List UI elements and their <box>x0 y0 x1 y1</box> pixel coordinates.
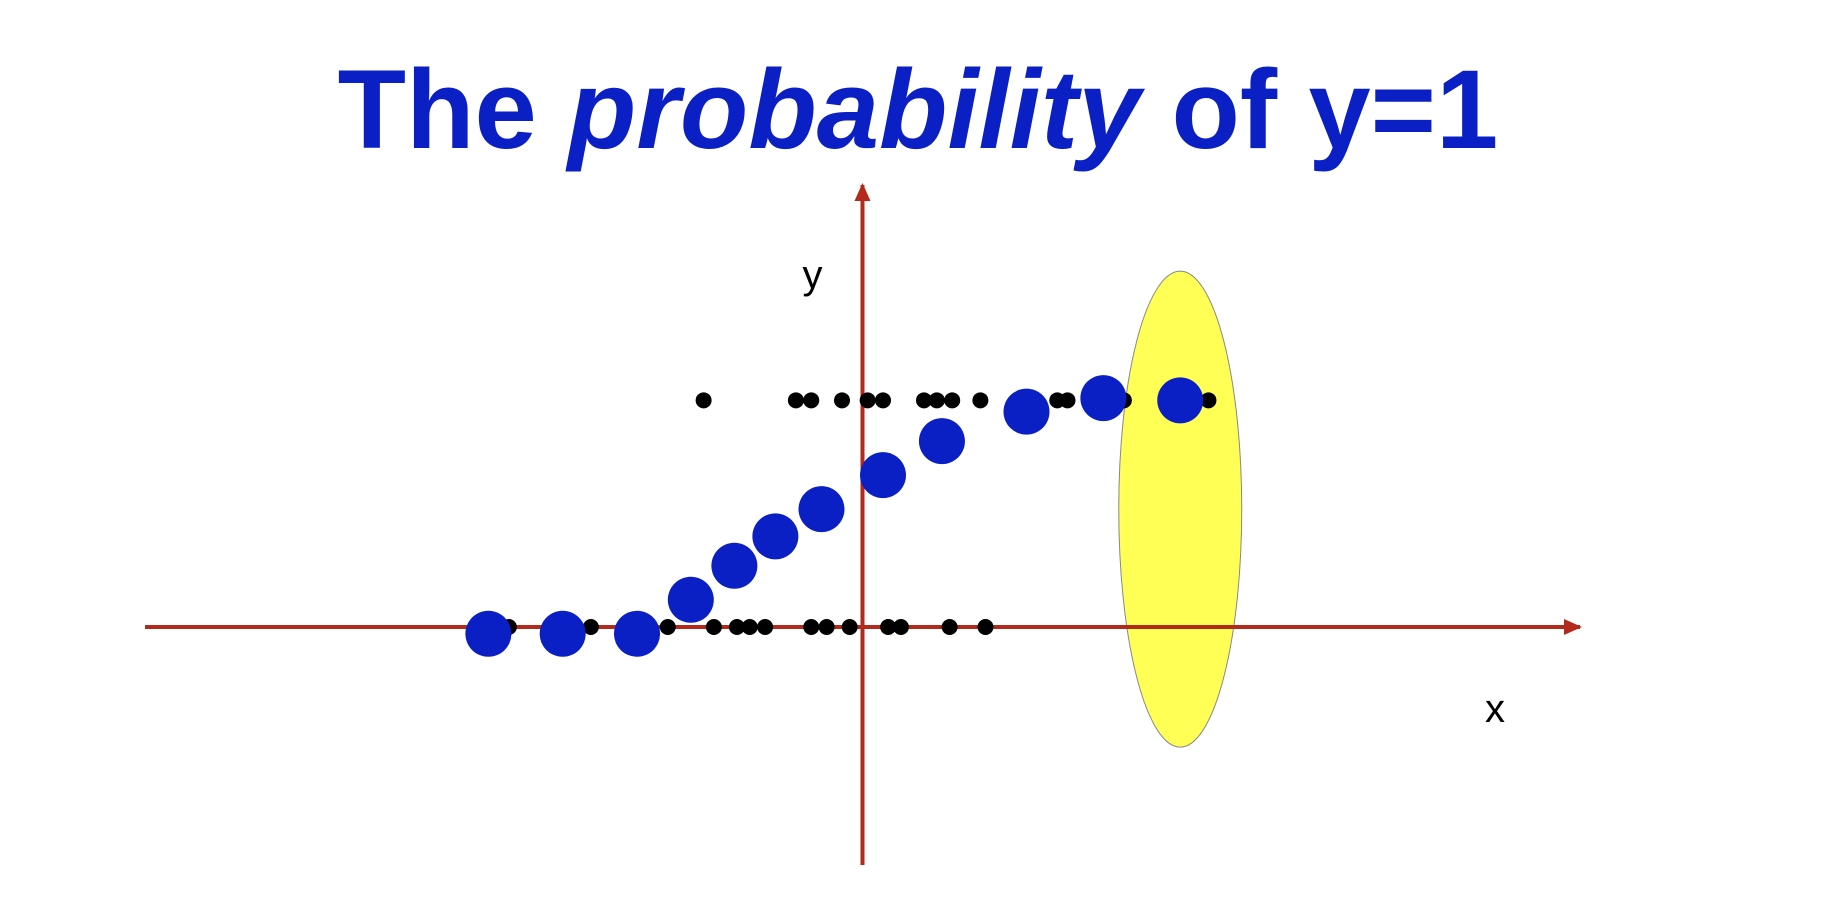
probability-point <box>667 576 714 623</box>
chart-title-before: The <box>338 47 568 172</box>
observation-series <box>500 392 1217 635</box>
observation-point <box>695 392 712 409</box>
observation-point <box>757 619 774 635</box>
observation-point <box>659 619 676 635</box>
observation-point <box>834 392 850 409</box>
x-axis-arrow <box>1564 619 1582 635</box>
observation-point <box>787 392 804 409</box>
probability-point <box>918 418 965 465</box>
observation-point <box>972 392 989 409</box>
observation-point <box>728 619 745 635</box>
observation-point <box>705 619 722 635</box>
probability-point <box>860 452 906 499</box>
probability-series <box>465 375 1204 657</box>
chart-title-after: of y=1 <box>1140 47 1498 172</box>
observation-point <box>941 619 958 635</box>
observation-point <box>928 392 945 409</box>
probability-point <box>1080 375 1127 422</box>
observation-point <box>1059 392 1076 409</box>
observation-point <box>582 619 599 635</box>
probability-point <box>752 513 799 560</box>
y-axis-arrow <box>854 183 871 201</box>
y-axis-label: y <box>803 253 823 297</box>
observation-point <box>944 392 961 409</box>
observation-point <box>859 392 876 409</box>
probability-point <box>1157 377 1204 424</box>
observation-point <box>841 619 858 635</box>
probability-point <box>614 610 660 657</box>
probability-point <box>1003 388 1050 435</box>
observation-point <box>803 392 820 409</box>
chart-title: The probability of y=1 <box>338 47 1499 172</box>
probability-point <box>539 610 586 657</box>
probability-point <box>798 486 845 533</box>
observation-point <box>1200 392 1217 409</box>
axes <box>145 183 1582 865</box>
highlight-ellipse <box>1118 270 1243 748</box>
observation-point <box>803 619 820 635</box>
observation-point <box>892 619 909 635</box>
chart-title-emphasis: probability <box>565 47 1145 172</box>
observation-point <box>875 392 891 409</box>
observation-point <box>977 619 994 635</box>
probability-point <box>465 610 512 657</box>
observation-point <box>818 619 835 635</box>
observation-point <box>741 619 758 635</box>
x-axis-label: x <box>1485 687 1505 731</box>
observation-point <box>916 392 932 409</box>
highlight-layer <box>1118 270 1243 748</box>
probability-point <box>711 542 758 589</box>
observation-point <box>880 619 897 635</box>
